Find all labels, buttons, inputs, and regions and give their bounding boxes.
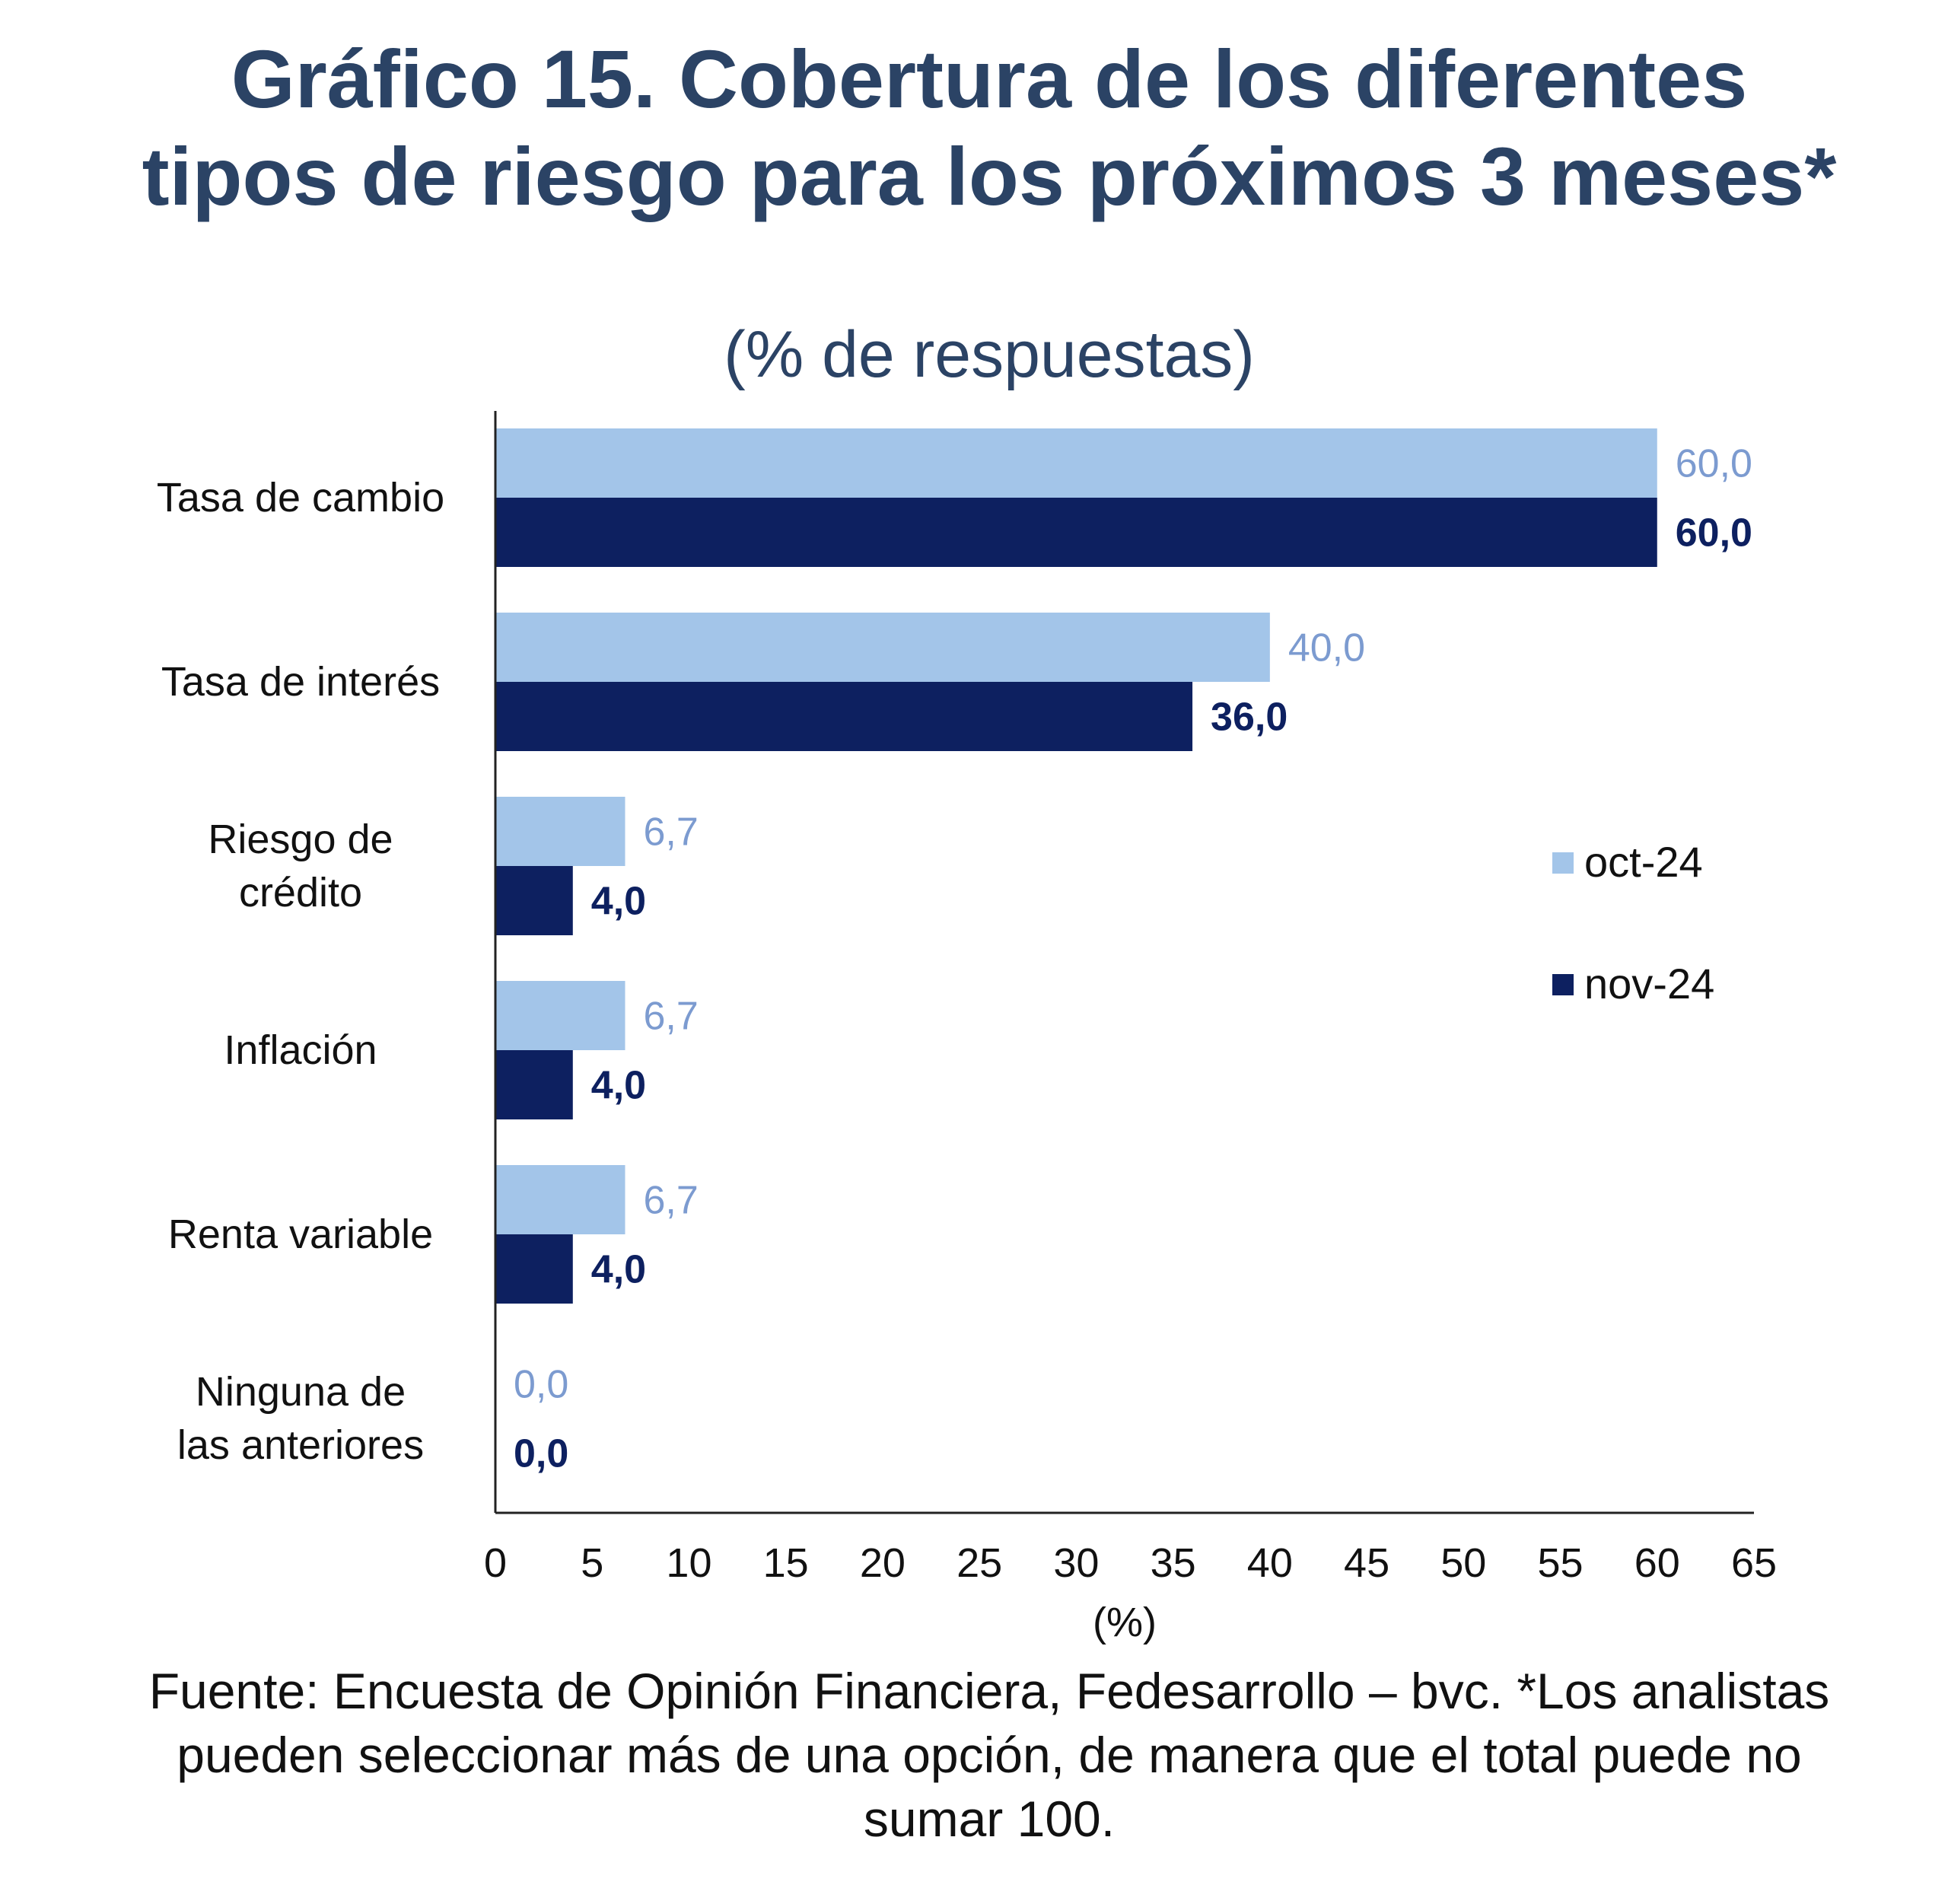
data-label-oct-0: 60,0: [1676, 442, 1752, 486]
data-label-oct-3: 6,7: [643, 995, 698, 1039]
bar-oct-3: [495, 981, 625, 1050]
x-tick-label-0: 0: [484, 1540, 507, 1586]
x-tick-label-40: 40: [1247, 1540, 1293, 1586]
x-tick-label-20: 20: [860, 1540, 906, 1586]
legend-item-nov: nov-24: [1552, 959, 1714, 1009]
category-label-4: Renta variable: [168, 1211, 433, 1257]
bar-chart: 60,0 60,0 Tasa de cambio 40,036,0 Tasa de in…: [157, 411, 1777, 1645]
x-tick-label-45: 45: [1344, 1540, 1389, 1586]
bar-oct-4: [495, 1165, 625, 1234]
x-tick-label-25: 25: [956, 1540, 1002, 1586]
bar-nov-3: [495, 1050, 573, 1119]
legend-item-oct: oct-24: [1552, 837, 1703, 887]
category-label-0: Tasa de cambio: [157, 475, 444, 521]
x-tick-label-30: 30: [1053, 1540, 1099, 1586]
legend-label-oct: oct-24: [1584, 838, 1703, 886]
data-label-nov-2: 4,0: [591, 880, 646, 924]
data-label-nov-5: 0,0: [514, 1432, 568, 1476]
data-label-oct-1: 40,0: [1288, 626, 1365, 670]
data-label-nov-3: 4,0: [591, 1064, 646, 1108]
source-note: Fuente: Encuesta de Opinión Financiera, …: [148, 1663, 1830, 1847]
x-tick-label-35: 35: [1151, 1540, 1196, 1586]
bar-oct-0: [495, 428, 1657, 498]
data-label-oct-4: 6,7: [643, 1179, 698, 1223]
x-tick-label-50: 50: [1440, 1540, 1486, 1586]
legend-swatch-nov: [1552, 974, 1574, 995]
category-label-2-line0: Riesgo de: [208, 817, 393, 862]
x-tick-label-15: 15: [763, 1540, 809, 1586]
data-label-nov-4: 4,0: [591, 1248, 646, 1292]
data-label-oct-5: 0,0: [514, 1363, 568, 1407]
chart-subtitle: (% de respuestas): [724, 318, 1255, 391]
bar-oct-2: [495, 797, 625, 866]
category-label-1: Tasa de interés: [161, 659, 440, 705]
bar-nov-4: [495, 1234, 573, 1304]
x-tick-label-60: 60: [1634, 1540, 1680, 1586]
x-tick-label-55: 55: [1537, 1540, 1583, 1586]
x-tick-label-10: 10: [666, 1540, 711, 1586]
bar-oct-1: [495, 613, 1270, 682]
category-label-3: Inflación: [224, 1027, 377, 1073]
x-tick-label-5: 5: [581, 1540, 603, 1586]
x-tick-label-65: 65: [1731, 1540, 1777, 1586]
chart-title: Gráfico 15. Cobertura de los diferentes …: [142, 33, 1837, 222]
category-label-2-line1: crédito: [239, 870, 362, 915]
data-label-oct-2: 6,7: [643, 810, 698, 855]
legend-swatch-oct: [1552, 852, 1574, 874]
category-label-5-line0: Ninguna de: [196, 1369, 406, 1415]
bar-nov-2: [495, 866, 573, 935]
category-label-5-line1: las anteriores: [177, 1422, 424, 1468]
x-axis-label: (%): [1093, 1600, 1157, 1645]
data-label-nov-1: 36,0: [1211, 696, 1288, 740]
bar-nov-0: [495, 498, 1657, 567]
data-label-nov-0: 60,0: [1676, 511, 1752, 556]
bar-nov-1: [495, 682, 1193, 751]
legend-label-nov: nov-24: [1584, 960, 1715, 1008]
